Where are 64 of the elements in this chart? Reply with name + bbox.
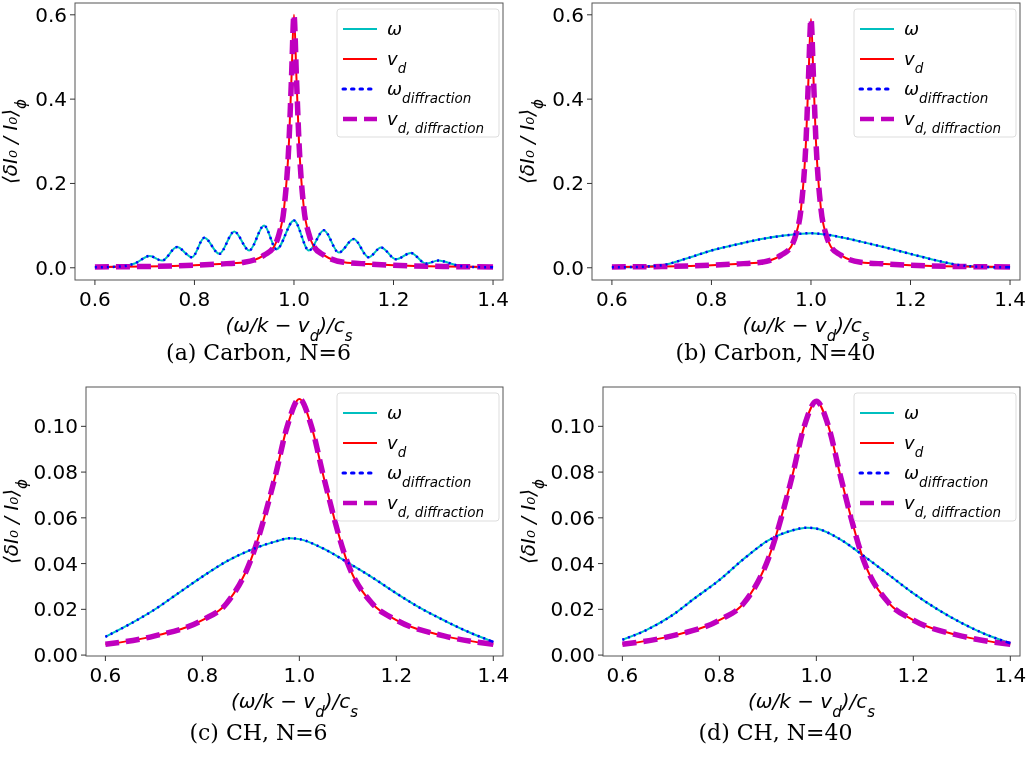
y-tick-label: 0.4	[35, 87, 67, 112]
legend-label: v$_{d, diffraction}$	[904, 492, 1001, 521]
x-tick-label: 0.6	[606, 663, 639, 687]
x-tick-label: 1.4	[477, 287, 509, 311]
x-tick-label: 0.6	[79, 287, 111, 311]
legend-label: ω$_{diffraction}$	[904, 78, 989, 107]
text: (d) CH, N=40	[698, 720, 853, 745]
y-tick-label: 0.08	[550, 460, 595, 485]
text: (a) Carbon, N=6	[166, 340, 351, 365]
y-tick-label: 0.00	[550, 643, 595, 668]
legend-label: ω	[387, 18, 403, 40]
legend-label: ω	[904, 402, 920, 424]
x-tick-label: 0.8	[703, 663, 736, 687]
legend-label: v$_{d}$	[387, 432, 407, 461]
y-tick-label: 0.10	[33, 414, 78, 439]
legend-label: ω	[387, 402, 403, 424]
x-tick-label: 1.4	[994, 663, 1027, 687]
x-tick-label: 0.8	[178, 287, 211, 311]
x-axis-title: (ω/k − v$_{d}$)/c$_{s}$	[230, 689, 359, 721]
text: (b) Carbon, N=40	[675, 340, 876, 365]
legend-label: v$_{d}$	[904, 432, 924, 461]
line-series	[621, 526, 1012, 645]
legend-label: ω$_{diffraction}$	[387, 462, 472, 491]
x-tick-label: 1.0	[800, 663, 833, 687]
y-tick-label: 0.2	[552, 171, 584, 196]
legend-label: v$_{d, diffraction}$	[904, 108, 1001, 137]
x-tick-label: 0.8	[695, 287, 728, 311]
x-tick-label: 0.6	[596, 287, 628, 311]
y-tick-label: 0.02	[550, 597, 595, 622]
x-tick-label: 1.4	[994, 287, 1026, 311]
x-tick-label: 1.2	[897, 663, 930, 687]
y-tick-label: 0.00	[33, 643, 78, 668]
x-tick-label: 1.0	[283, 663, 316, 687]
x-tick-label: 0.8	[186, 663, 219, 687]
y-tick-label: 0.10	[550, 414, 595, 439]
y-tick-label: 0.06	[550, 505, 595, 530]
x-tick-label: 1.2	[894, 287, 927, 311]
x-tick-label: 1.0	[278, 287, 310, 311]
x-tick-label: 0.6	[89, 663, 122, 687]
y-tick-label: 0.0	[35, 255, 67, 280]
legend-label: v$_{d}$	[387, 48, 407, 77]
y-tick-label: 0.04	[33, 551, 78, 576]
y-tick-label: 0.06	[33, 505, 78, 530]
x-tick-label: 1.0	[795, 287, 827, 311]
y-tick-label: 0.08	[33, 460, 78, 485]
legend-label: ω	[904, 18, 920, 40]
legend-label: v$_{d, diffraction}$	[387, 108, 484, 137]
legend-label: ω$_{diffraction}$	[387, 78, 472, 107]
legend-label: v$_{d}$	[904, 48, 924, 77]
x-tick-label: 1.2	[377, 287, 410, 311]
y-tick-label: 0.4	[552, 87, 584, 112]
y-tick-label: 0.6	[35, 2, 67, 27]
text: (c) CH, N=6	[189, 720, 328, 745]
x-tick-label: 1.2	[380, 663, 413, 687]
x-tick-label: 1.4	[477, 663, 510, 687]
legend-label: ω$_{diffraction}$	[904, 462, 989, 491]
y-tick-label: 0.04	[550, 551, 595, 576]
y-tick-label: 0.2	[35, 171, 67, 196]
y-tick-label: 0.6	[552, 2, 584, 27]
legend-label: v$_{d, diffraction}$	[387, 492, 484, 521]
line-series	[104, 537, 495, 643]
y-tick-label: 0.02	[33, 597, 78, 622]
x-axis-title: (ω/k − v$_{d}$)/c$_{s}$	[747, 689, 876, 721]
y-tick-label: 0.0	[552, 255, 584, 280]
